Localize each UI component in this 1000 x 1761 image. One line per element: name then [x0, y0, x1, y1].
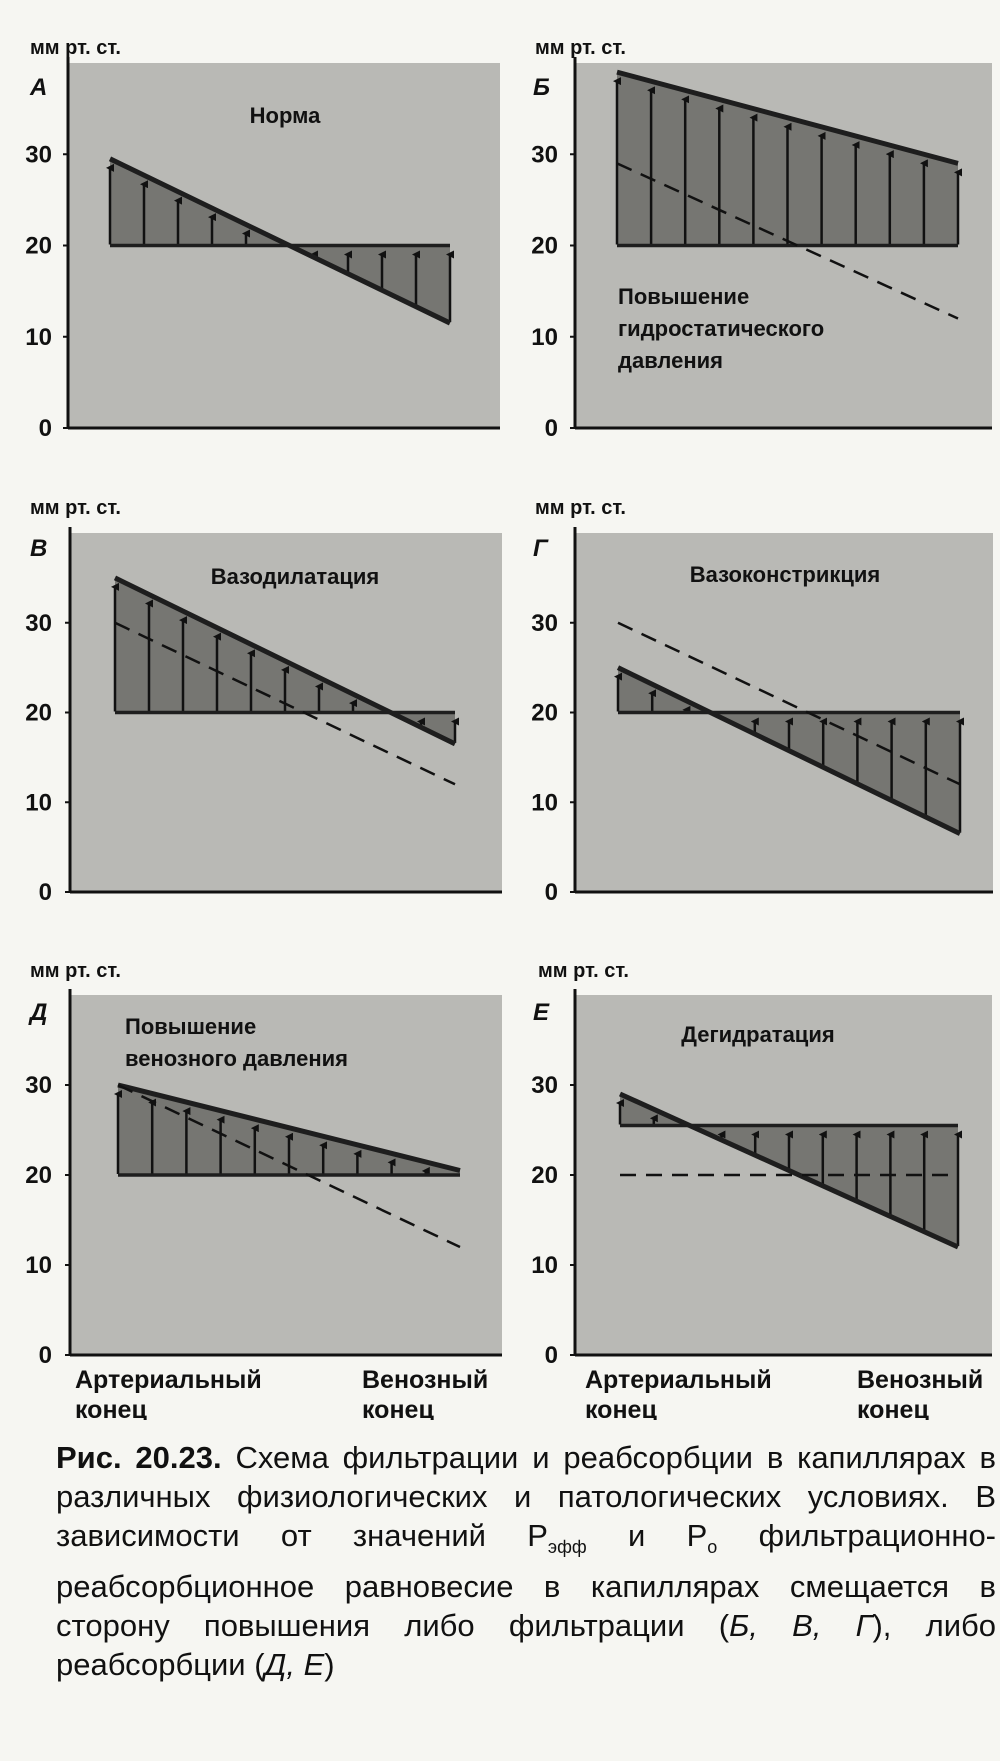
x-label-venous: Венозный: [857, 1366, 983, 1394]
y-tick-label: 20: [531, 700, 558, 727]
y-axis-label: мм рт. ст.: [535, 497, 626, 519]
panel-title: давления: [618, 348, 723, 373]
y-tick-label: 0: [545, 879, 558, 906]
panel-letter: В: [30, 535, 47, 562]
panel-title: Повышение: [618, 284, 749, 309]
y-tick-label: 0: [39, 415, 52, 442]
y-tick-label: 10: [531, 324, 558, 351]
y-tick-label: 10: [25, 789, 52, 816]
chart-panel-2: 0 10 20 30 мм рт. ст. Б Повышение гидростатичес…: [531, 37, 992, 442]
panel-letter: А: [29, 74, 47, 101]
y-tick-label: 30: [531, 141, 558, 168]
panel-title: Вазоконстрикция: [690, 562, 881, 587]
caption-sub-2: о: [707, 1537, 718, 1558]
y-axis-label: мм рт. ст.: [30, 37, 121, 59]
y-axis-label: мм рт. ст.: [30, 497, 121, 519]
hydrostatic-pressure-line: [117, 1082, 461, 1173]
caption-text-3: фильтрационно-реабсорбционное равновесие…: [56, 1518, 997, 1644]
figure-caption: Рис. 20.23. Схема фильтрации и реабсорбц…: [56, 1438, 996, 1684]
caption-italic-1: Б, В, Г: [729, 1608, 873, 1644]
y-tick-label: 10: [25, 1252, 52, 1279]
hydrostatic-pressure-line: [108, 156, 452, 326]
y-tick-label: 10: [25, 324, 52, 351]
y-tick-label: 20: [531, 233, 558, 260]
reference-dashed-line: [117, 1083, 461, 1249]
y-tick-label: 10: [531, 1252, 558, 1279]
y-tick-label: 0: [545, 415, 558, 442]
y-tick-label: 20: [25, 233, 52, 260]
x-label-arterial: конец: [585, 1396, 657, 1420]
panel-title: Повышение: [125, 1014, 256, 1039]
panel-letter: Д: [28, 999, 47, 1026]
reference-dashed-line: [616, 162, 959, 320]
reference-dashed-line: [617, 621, 961, 786]
y-tick-label: 30: [531, 1072, 558, 1099]
panel-title: Вазодилатация: [211, 564, 380, 589]
chart-panel-5: 0 10 20 30 мм рт. ст. Д Повышение венозного дав…: [25, 960, 502, 1369]
y-tick-label: 0: [39, 879, 52, 906]
hydrostatic-pressure-line: [113, 575, 457, 747]
x-label-arterial: Артериальный: [75, 1366, 262, 1394]
x-label-arterial: конец: [75, 1396, 147, 1420]
caption-text-5: ): [324, 1647, 335, 1683]
caption-sub-1: эфф: [547, 1537, 587, 1558]
y-axis-label: мм рт. ст.: [538, 960, 629, 982]
y-tick-label: 20: [25, 700, 52, 727]
y-tick-label: 30: [531, 610, 558, 637]
y-tick-label: 20: [25, 1162, 52, 1189]
y-tick-label: 30: [25, 141, 52, 168]
hydrostatic-pressure-line: [616, 665, 962, 836]
x-label-arterial: Артериальный: [585, 1366, 772, 1394]
caption-text-4: ), либо реабсорбции (: [56, 1608, 997, 1683]
x-label-venous: конец: [362, 1396, 434, 1420]
hydrostatic-pressure-line: [616, 69, 959, 166]
y-tick-label: 30: [25, 1072, 52, 1099]
chart-panel-6: 0 10 20 30 мм рт. ст. Е Дегидратация: [531, 960, 992, 1369]
caption-text-1: Схема фильтрации и реабсорбции в капилля…: [56, 1440, 996, 1553]
panel-letter: Е: [533, 999, 550, 1026]
chart-panel-4: 0 10 20 30 мм рт. ст. Г Вазоконстрикция: [531, 497, 993, 906]
y-tick-label: 20: [531, 1162, 558, 1189]
y-axis-label: мм рт. ст.: [535, 37, 626, 59]
panel-title: гидростатического: [618, 316, 824, 341]
chart-panel-3: 0 10 20 30 мм рт. ст. В Вазодилатация: [25, 497, 502, 906]
y-tick-label: 0: [545, 1342, 558, 1369]
x-axis-labels: АртериальныйконецВенозныйконецАртериальн…: [75, 1366, 983, 1420]
chart-panel-1: 0 10 20 30 мм рт. ст. А Норма: [25, 37, 500, 442]
caption-label: Рис. 20.23.: [56, 1440, 222, 1475]
x-label-venous: конец: [857, 1396, 929, 1420]
panel-title: Норма: [250, 103, 321, 128]
panel-title: венозного давления: [125, 1046, 348, 1071]
panel-letter: Б: [533, 74, 550, 101]
y-axis-label: мм рт. ст.: [30, 960, 121, 982]
panel-letter: Г: [533, 535, 549, 562]
figure-panels: 0 10 20 30 мм рт. ст. А Норма 0 10 20 30 мм рт. ст.…: [25, 37, 993, 1420]
panel-title: Дегидратация: [681, 1022, 834, 1047]
y-tick-label: 30: [25, 610, 52, 637]
hydrostatic-pressure-line: [618, 1091, 960, 1250]
y-tick-label: 0: [39, 1342, 52, 1369]
caption-text-2: и P: [586, 1518, 708, 1553]
x-label-venous: Венозный: [362, 1366, 488, 1394]
caption-italic-2: Д, Е: [264, 1647, 325, 1683]
y-tick-label: 10: [531, 789, 558, 816]
reference-dashed-line: [114, 621, 456, 786]
